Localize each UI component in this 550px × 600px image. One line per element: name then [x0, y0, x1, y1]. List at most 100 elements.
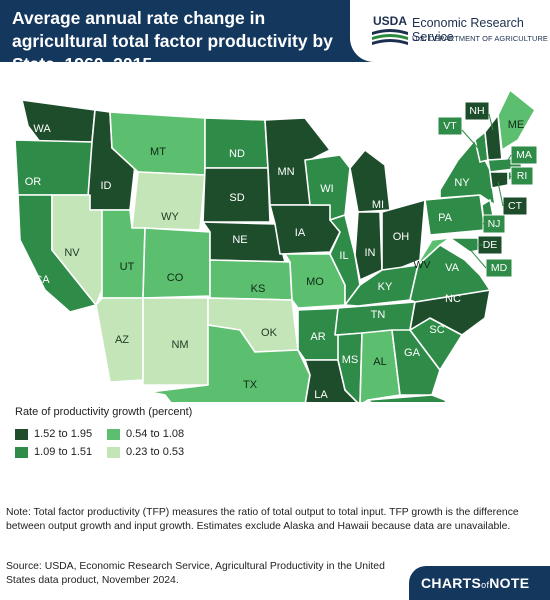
- state-label-ms: MS: [342, 354, 359, 366]
- legend-item: 0.54 to 1.08: [107, 428, 217, 440]
- state-label-leaders: [461, 113, 512, 269]
- state-label-ks: KS: [251, 283, 266, 295]
- state-label-sd: SD: [229, 192, 244, 204]
- legend-label: 1.52 to 1.95: [34, 428, 93, 440]
- us-state-map: WA OR CA ID NV MT WY UT AZ CO NM ND SD N…: [14, 89, 538, 402]
- state-label-oh: OH: [393, 231, 410, 243]
- state-label-ne: NE: [232, 234, 247, 246]
- agency-name: Economic Research Service: [412, 16, 524, 44]
- legend: Rate of productivity growth (percent) 1.…: [15, 405, 245, 458]
- chart-title: Average annual rate change in agricultur…: [12, 8, 333, 74]
- state-label-ia: IA: [295, 227, 306, 239]
- state-label-az: AZ: [115, 334, 129, 346]
- legend-swatch: [15, 446, 28, 458]
- state-oh: [381, 199, 426, 271]
- header-banner: Average annual rate change in agricultur…: [0, 0, 550, 74]
- state-label-vt: VT: [443, 120, 457, 132]
- charts-of-note-wordmark: CHARTSofNOTE: [421, 575, 529, 591]
- state-label-in: IN: [365, 247, 376, 259]
- logo-part-charts: CHARTS: [421, 575, 482, 591]
- legend-label: 0.23 to 0.53: [126, 446, 185, 458]
- state-label-mo: MO: [306, 276, 324, 288]
- state-ms: [337, 332, 363, 402]
- state-label-wv: WV: [414, 259, 431, 271]
- state-label-pa: PA: [438, 212, 453, 224]
- state-me: [497, 89, 536, 151]
- legend-swatch: [15, 428, 28, 440]
- state-al: [359, 329, 401, 402]
- state-label-ma: MA: [516, 149, 532, 161]
- charts-of-note-logo: CHARTSofNOTE: [409, 566, 550, 600]
- state-wa: [21, 99, 96, 143]
- state-label-tx: TX: [243, 379, 258, 391]
- state-label-nm: NM: [171, 339, 188, 351]
- state-label-sc: SC: [429, 324, 444, 336]
- legend-item: 1.09 to 1.51: [15, 446, 107, 458]
- chart-source: Source: USDA, Economic Research Service,…: [6, 561, 385, 586]
- state-label-la: LA: [314, 389, 328, 401]
- usda-logo-icon: USDA: [372, 14, 408, 45]
- legend-label: 1.09 to 1.51: [34, 446, 93, 458]
- state-fl: [367, 394, 447, 402]
- state-label-al: AL: [373, 356, 386, 368]
- usda-logo-block: USDA Economic Research Service U.S. DEPA…: [350, 0, 550, 62]
- state-label-me: ME: [508, 119, 525, 131]
- logo-part-of: of: [481, 580, 490, 590]
- legend-grid: 1.52 to 1.95 0.54 to 1.08 1.09 to 1.51 0…: [15, 428, 245, 458]
- state-labels: WA OR CA ID NV MT WY UT AZ CO NM ND SD N…: [25, 105, 532, 401]
- state-label-ok: OK: [261, 327, 278, 339]
- state-az: [95, 297, 144, 383]
- state-label-id: ID: [101, 180, 112, 192]
- state-ga: [391, 329, 441, 396]
- state-label-co: CO: [167, 272, 184, 284]
- legend-title: Rate of productivity growth (percent): [15, 406, 193, 418]
- state-label-de: DE: [483, 239, 498, 251]
- state-label-nj: NJ: [488, 218, 501, 230]
- department-name: U.S. DEPARTMENT OF AGRICULTURE: [412, 34, 548, 43]
- state-label-il: IL: [339, 250, 348, 262]
- usda-logo-lettering: USDA: [373, 14, 407, 28]
- legend-label: 0.54 to 1.08: [126, 428, 185, 440]
- state-label-ca: CA: [34, 274, 50, 286]
- state-label-ut: UT: [120, 261, 135, 273]
- state-pa: [424, 194, 486, 236]
- state-ct: [489, 171, 509, 189]
- legend-item: 0.23 to 0.53: [107, 446, 217, 458]
- state-label-nv: NV: [64, 247, 80, 259]
- state-label-ky: KY: [378, 281, 393, 293]
- state-label-mi: MI: [372, 199, 384, 211]
- label-box-nh: [464, 101, 490, 121]
- state-nd: [204, 117, 269, 169]
- state-label-ri: RI: [517, 170, 528, 182]
- state-label-ny: NY: [454, 177, 470, 189]
- chart-note: Note: Total factor productivity (TFP) me…: [6, 507, 519, 532]
- legend-swatch: [107, 446, 120, 458]
- state-label-wa: WA: [33, 123, 51, 135]
- state-label-wi: WI: [320, 183, 333, 195]
- state-label-nd: ND: [229, 148, 245, 160]
- state-label-ar: AR: [310, 331, 325, 343]
- state-tx: [149, 324, 311, 402]
- state-label-or: OR: [25, 176, 42, 188]
- state-label-nc: NC: [445, 293, 461, 305]
- state-label-mn: MN: [277, 166, 294, 178]
- state-label-va: VA: [445, 262, 460, 274]
- state-mi: [349, 149, 391, 213]
- state-label-wy: WY: [161, 211, 179, 223]
- state-label-tn: TN: [371, 309, 386, 321]
- state-label-md: MD: [491, 262, 508, 274]
- state-co: [142, 227, 211, 299]
- state-label-ct: CT: [508, 200, 523, 212]
- legend-swatch: [107, 428, 120, 440]
- state-label-mt: MT: [150, 146, 166, 158]
- state-label-ga: GA: [404, 347, 421, 359]
- state-label-nh: NH: [469, 105, 484, 117]
- state-wv: [417, 237, 451, 266]
- label-box-vt: [437, 116, 463, 136]
- state-sd: [202, 167, 271, 223]
- state-wy: [131, 171, 206, 231]
- legend-item: 1.52 to 1.95: [15, 428, 107, 440]
- state-md: [449, 237, 481, 253]
- state-va: [409, 244, 491, 303]
